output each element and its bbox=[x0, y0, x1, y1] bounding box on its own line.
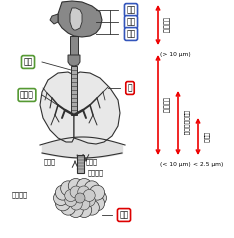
Text: 毛細血管: 毛細血管 bbox=[12, 192, 28, 198]
Circle shape bbox=[61, 200, 76, 215]
Text: 上部気道: 上部気道 bbox=[163, 17, 170, 33]
Text: 肺動脈: 肺動脈 bbox=[44, 159, 56, 165]
Text: 気管: 気管 bbox=[23, 58, 33, 66]
Circle shape bbox=[70, 186, 82, 198]
Circle shape bbox=[90, 196, 105, 211]
Circle shape bbox=[78, 198, 90, 210]
Circle shape bbox=[68, 203, 83, 218]
Circle shape bbox=[75, 193, 85, 203]
Text: 鼻腔: 鼻腔 bbox=[126, 5, 136, 15]
Text: 咽頭: 咽頭 bbox=[126, 18, 136, 26]
Circle shape bbox=[61, 181, 76, 196]
Polygon shape bbox=[58, 1, 102, 37]
Polygon shape bbox=[40, 72, 74, 142]
Circle shape bbox=[83, 194, 95, 206]
Polygon shape bbox=[71, 66, 77, 115]
FancyBboxPatch shape bbox=[77, 155, 84, 173]
Circle shape bbox=[78, 186, 90, 198]
Circle shape bbox=[84, 200, 99, 215]
Text: 下部気道: 下部気道 bbox=[163, 97, 170, 113]
Text: 肺: 肺 bbox=[128, 84, 132, 93]
Circle shape bbox=[83, 189, 95, 201]
Text: < 2.5 μm): < 2.5 μm) bbox=[193, 162, 223, 167]
Circle shape bbox=[65, 194, 77, 207]
Circle shape bbox=[70, 198, 82, 210]
Polygon shape bbox=[74, 72, 120, 144]
Circle shape bbox=[90, 185, 105, 200]
Text: 肺胞: 肺胞 bbox=[119, 210, 129, 219]
Circle shape bbox=[91, 190, 106, 205]
Circle shape bbox=[54, 190, 69, 205]
Circle shape bbox=[55, 196, 70, 211]
Text: 気管支: 気管支 bbox=[20, 90, 34, 99]
Text: 肺静脈: 肺静脈 bbox=[86, 159, 98, 165]
Circle shape bbox=[65, 189, 77, 202]
Text: 喉頭: 喉頭 bbox=[126, 30, 136, 39]
Polygon shape bbox=[70, 36, 78, 55]
Circle shape bbox=[77, 203, 92, 218]
Circle shape bbox=[84, 181, 99, 196]
Circle shape bbox=[55, 185, 70, 200]
Text: 細気管支: 細気管支 bbox=[88, 170, 104, 176]
Polygon shape bbox=[68, 55, 80, 66]
Text: 末末細気管領域: 末末細気管領域 bbox=[183, 110, 189, 136]
Polygon shape bbox=[50, 14, 58, 24]
Text: (< 10 μm): (< 10 μm) bbox=[160, 162, 191, 167]
Circle shape bbox=[68, 178, 83, 193]
Text: 呼吸域: 呼吸域 bbox=[203, 132, 208, 142]
Polygon shape bbox=[70, 8, 82, 30]
Circle shape bbox=[77, 178, 92, 193]
Text: (> 10 μm): (> 10 μm) bbox=[160, 52, 191, 57]
